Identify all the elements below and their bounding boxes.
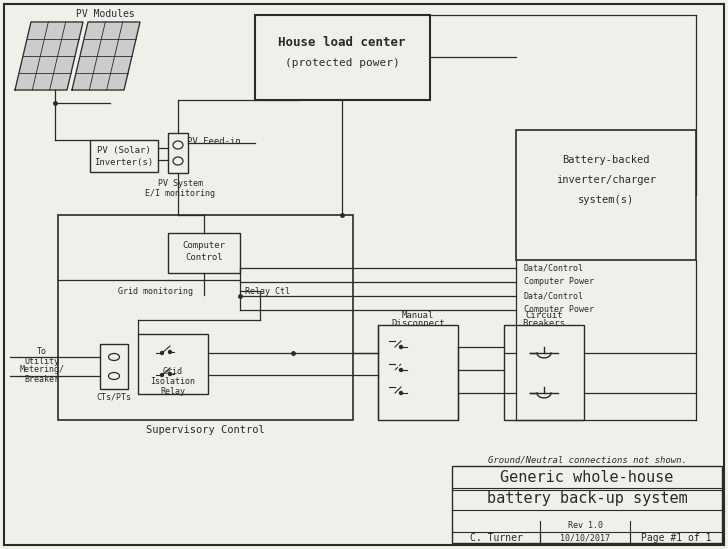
Bar: [378, 325, 458, 420]
Text: House load center: House load center: [278, 36, 405, 49]
Polygon shape: [15, 22, 83, 90]
Text: Rev 1.0: Rev 1.0: [568, 522, 603, 530]
Bar: [168, 233, 240, 273]
Text: Computer Power: Computer Power: [524, 277, 594, 287]
Text: 10/10/2017: 10/10/2017: [560, 534, 610, 542]
Text: Grid monitoring: Grid monitoring: [118, 287, 193, 295]
Text: Inverter(s): Inverter(s): [95, 158, 154, 166]
Text: Data/Control: Data/Control: [524, 264, 584, 272]
Text: PV Modules: PV Modules: [76, 9, 135, 19]
Polygon shape: [72, 22, 140, 90]
Text: Generic whole-house: Generic whole-house: [500, 469, 673, 485]
Text: Isolation: Isolation: [151, 377, 196, 385]
Bar: [138, 334, 208, 394]
Text: Breaker: Breaker: [25, 374, 60, 384]
Circle shape: [160, 373, 164, 377]
Text: PV (Solar): PV (Solar): [97, 145, 151, 154]
Text: (protected power): (protected power): [285, 58, 400, 68]
Bar: [516, 130, 696, 260]
Text: Computer: Computer: [183, 242, 226, 250]
Text: Breakers: Breakers: [523, 320, 566, 328]
Text: Supervisory Control: Supervisory Control: [146, 425, 264, 435]
Circle shape: [168, 350, 172, 354]
Text: system(s): system(s): [578, 195, 634, 205]
Text: Metering/: Metering/: [20, 366, 65, 374]
Text: PV System: PV System: [157, 178, 202, 188]
Text: Battery-backed: Battery-backed: [562, 155, 650, 165]
Bar: [504, 325, 584, 420]
Circle shape: [400, 368, 403, 372]
Bar: [58, 215, 353, 420]
Bar: [90, 140, 158, 172]
Circle shape: [400, 345, 403, 349]
Text: E/I monitoring: E/I monitoring: [145, 188, 215, 198]
Text: battery back-up system: battery back-up system: [486, 491, 687, 507]
Circle shape: [168, 373, 172, 376]
Text: Disconnect: Disconnect: [391, 320, 445, 328]
Bar: [168, 133, 188, 173]
Circle shape: [400, 391, 403, 395]
Text: Grid: Grid: [163, 367, 183, 376]
Text: CTs/PTs: CTs/PTs: [97, 393, 132, 401]
Text: Relay: Relay: [160, 386, 186, 395]
Bar: [255, 15, 430, 100]
Text: C. Turner: C. Turner: [470, 533, 523, 543]
Bar: [100, 344, 128, 389]
Text: Computer Power: Computer Power: [524, 305, 594, 315]
Text: Data/Control: Data/Control: [524, 292, 584, 300]
Circle shape: [160, 351, 164, 355]
Text: Page #1 of 1: Page #1 of 1: [641, 533, 711, 543]
Text: Circuit: Circuit: [525, 311, 563, 320]
Text: Control: Control: [185, 254, 223, 262]
Text: To: To: [37, 348, 47, 356]
Text: Ground/Neutral connections not shown.: Ground/Neutral connections not shown.: [488, 456, 687, 464]
Text: Relay Ctl: Relay Ctl: [245, 287, 290, 295]
Text: Utility: Utility: [25, 356, 60, 366]
Bar: [452, 466, 722, 543]
Text: PV Feed-in: PV Feed-in: [187, 137, 241, 145]
Text: inverter/charger: inverter/charger: [556, 175, 656, 185]
Text: Manual: Manual: [402, 311, 434, 320]
